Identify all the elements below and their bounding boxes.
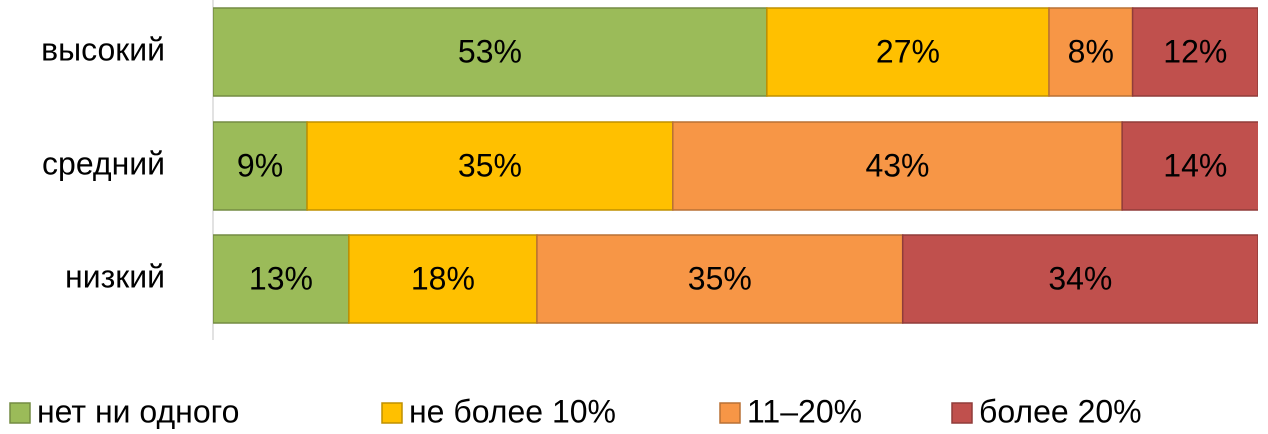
bar-segment: [672, 121, 1123, 211]
legend-marker: [381, 402, 403, 424]
bar-segment: [1048, 7, 1134, 97]
bar-segment: [1131, 7, 1258, 97]
data-label: 35%: [688, 260, 752, 296]
data-label: 8%: [1068, 33, 1114, 69]
bar-segment: [213, 121, 308, 211]
y-tick-label: низкий: [65, 258, 165, 294]
legend-marker: [9, 402, 31, 424]
data-label: 34%: [1048, 260, 1112, 296]
legend-label: нет ни одного: [37, 393, 239, 429]
data-label: 14%: [1163, 147, 1227, 183]
legend-label: более 20%: [979, 393, 1142, 429]
bar-segment: [901, 234, 1258, 324]
data-label: 35%: [458, 147, 522, 183]
legend-marker: [951, 402, 973, 424]
legend-label: 11–20%: [747, 393, 862, 429]
legend-marker: [719, 402, 741, 424]
plot-area: [213, 7, 1258, 324]
data-label: 9%: [237, 147, 283, 183]
bar-segment: [1121, 121, 1258, 211]
bar-segment: [306, 121, 674, 211]
data-label: 43%: [865, 147, 929, 183]
legend-label: не более 10%: [409, 393, 616, 429]
data-label: 27%: [876, 33, 940, 69]
bar-segment: [766, 7, 1050, 97]
y-tick-label: средний: [42, 145, 165, 181]
bar-segment: [536, 234, 904, 324]
bar-segment: [348, 234, 538, 324]
data-label: 13%: [249, 260, 313, 296]
y-tick-label: высокий: [41, 31, 165, 67]
data-label: 18%: [411, 260, 475, 296]
data-label: 12%: [1163, 33, 1227, 69]
bar-segment: [213, 7, 768, 97]
data-label: 53%: [458, 33, 522, 69]
